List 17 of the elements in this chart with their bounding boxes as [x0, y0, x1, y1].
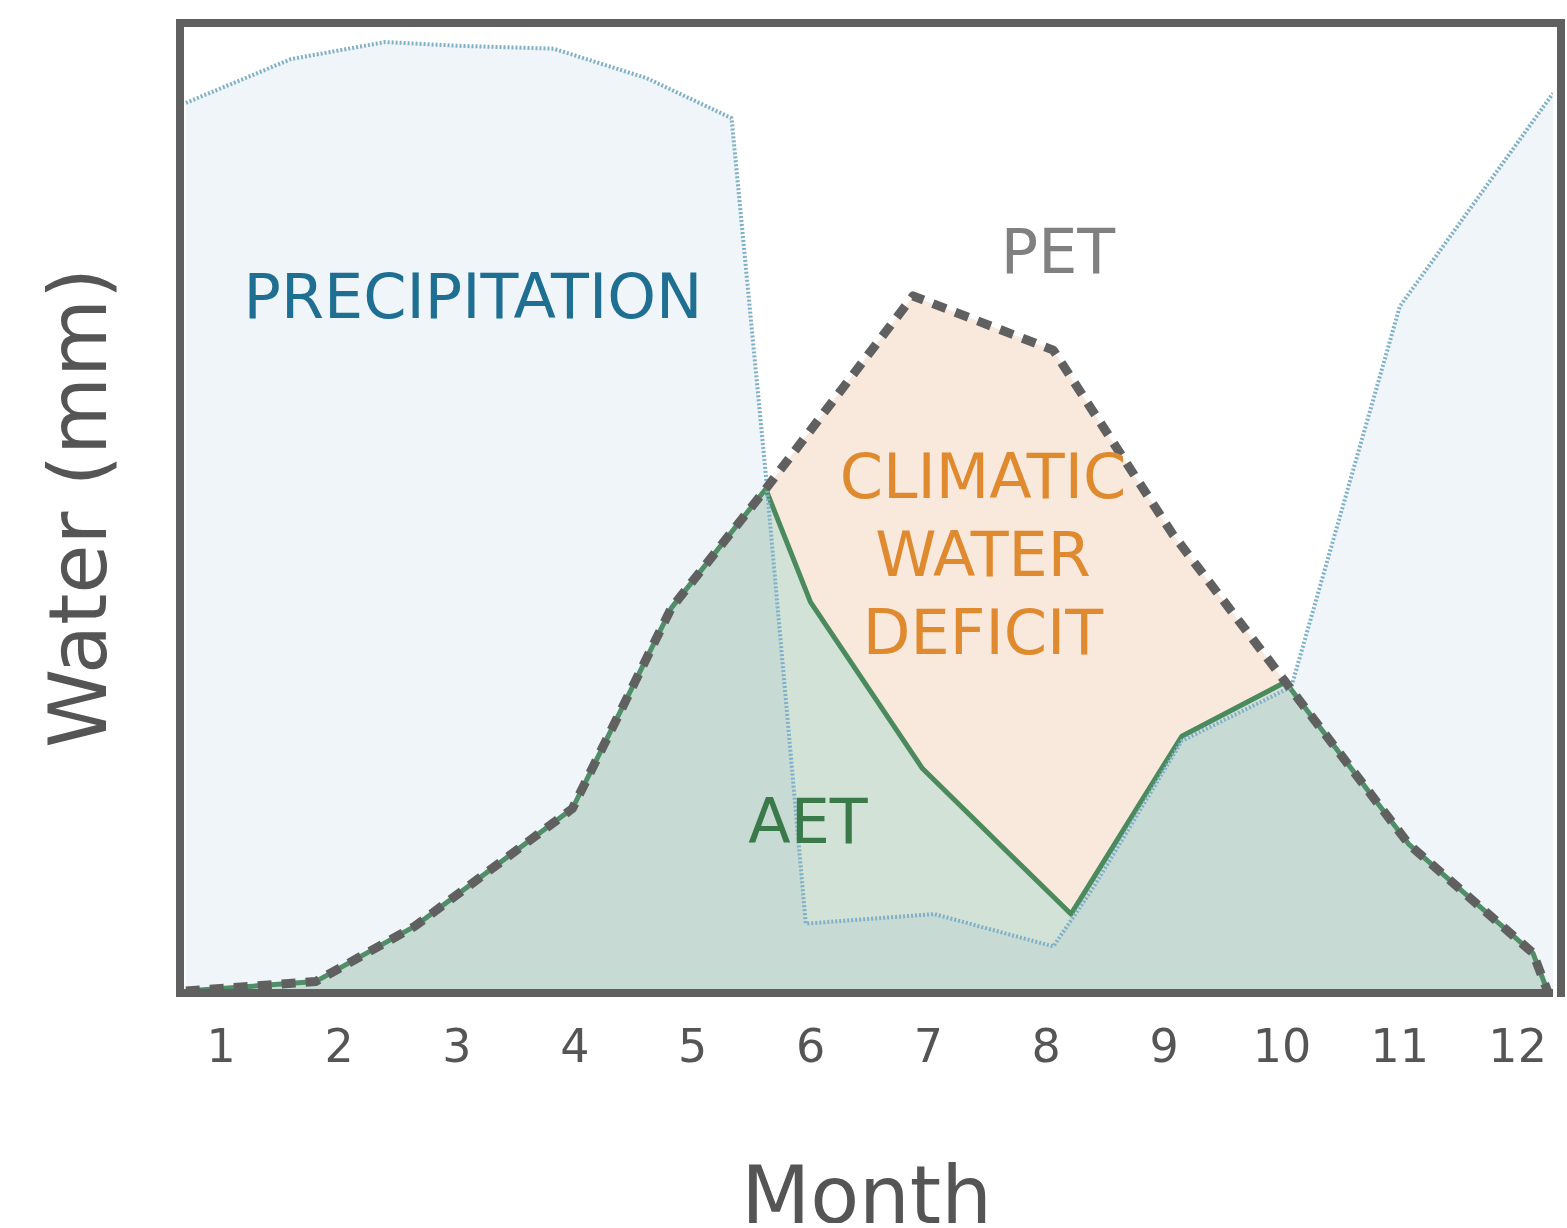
series-label: CLIMATIC WATER DEFICIT [838, 439, 1128, 671]
series-label: PRECIPITATION [242, 259, 704, 335]
x-tick-label: 1 [206, 1018, 236, 1073]
x-tick-label: 8 [1031, 1018, 1061, 1073]
x-tick-label: 6 [795, 1018, 826, 1073]
series-label: PET [999, 214, 1117, 290]
x-tick-label: 5 [678, 1018, 708, 1073]
series-label: AET [747, 784, 869, 860]
x-tick-label: 11 [1370, 1018, 1430, 1073]
x-tick-label: 7 [913, 1018, 944, 1073]
y-axis-title: Water (mm) [32, 267, 126, 749]
x-tick-label: 3 [442, 1018, 472, 1073]
x-tick-label: 4 [560, 1018, 590, 1073]
x-tick-label: 12 [1488, 1018, 1547, 1073]
x-tick-label: 9 [1149, 1018, 1179, 1073]
x-tick-label: 10 [1252, 1018, 1312, 1073]
x-tick-label: 2 [324, 1018, 354, 1073]
